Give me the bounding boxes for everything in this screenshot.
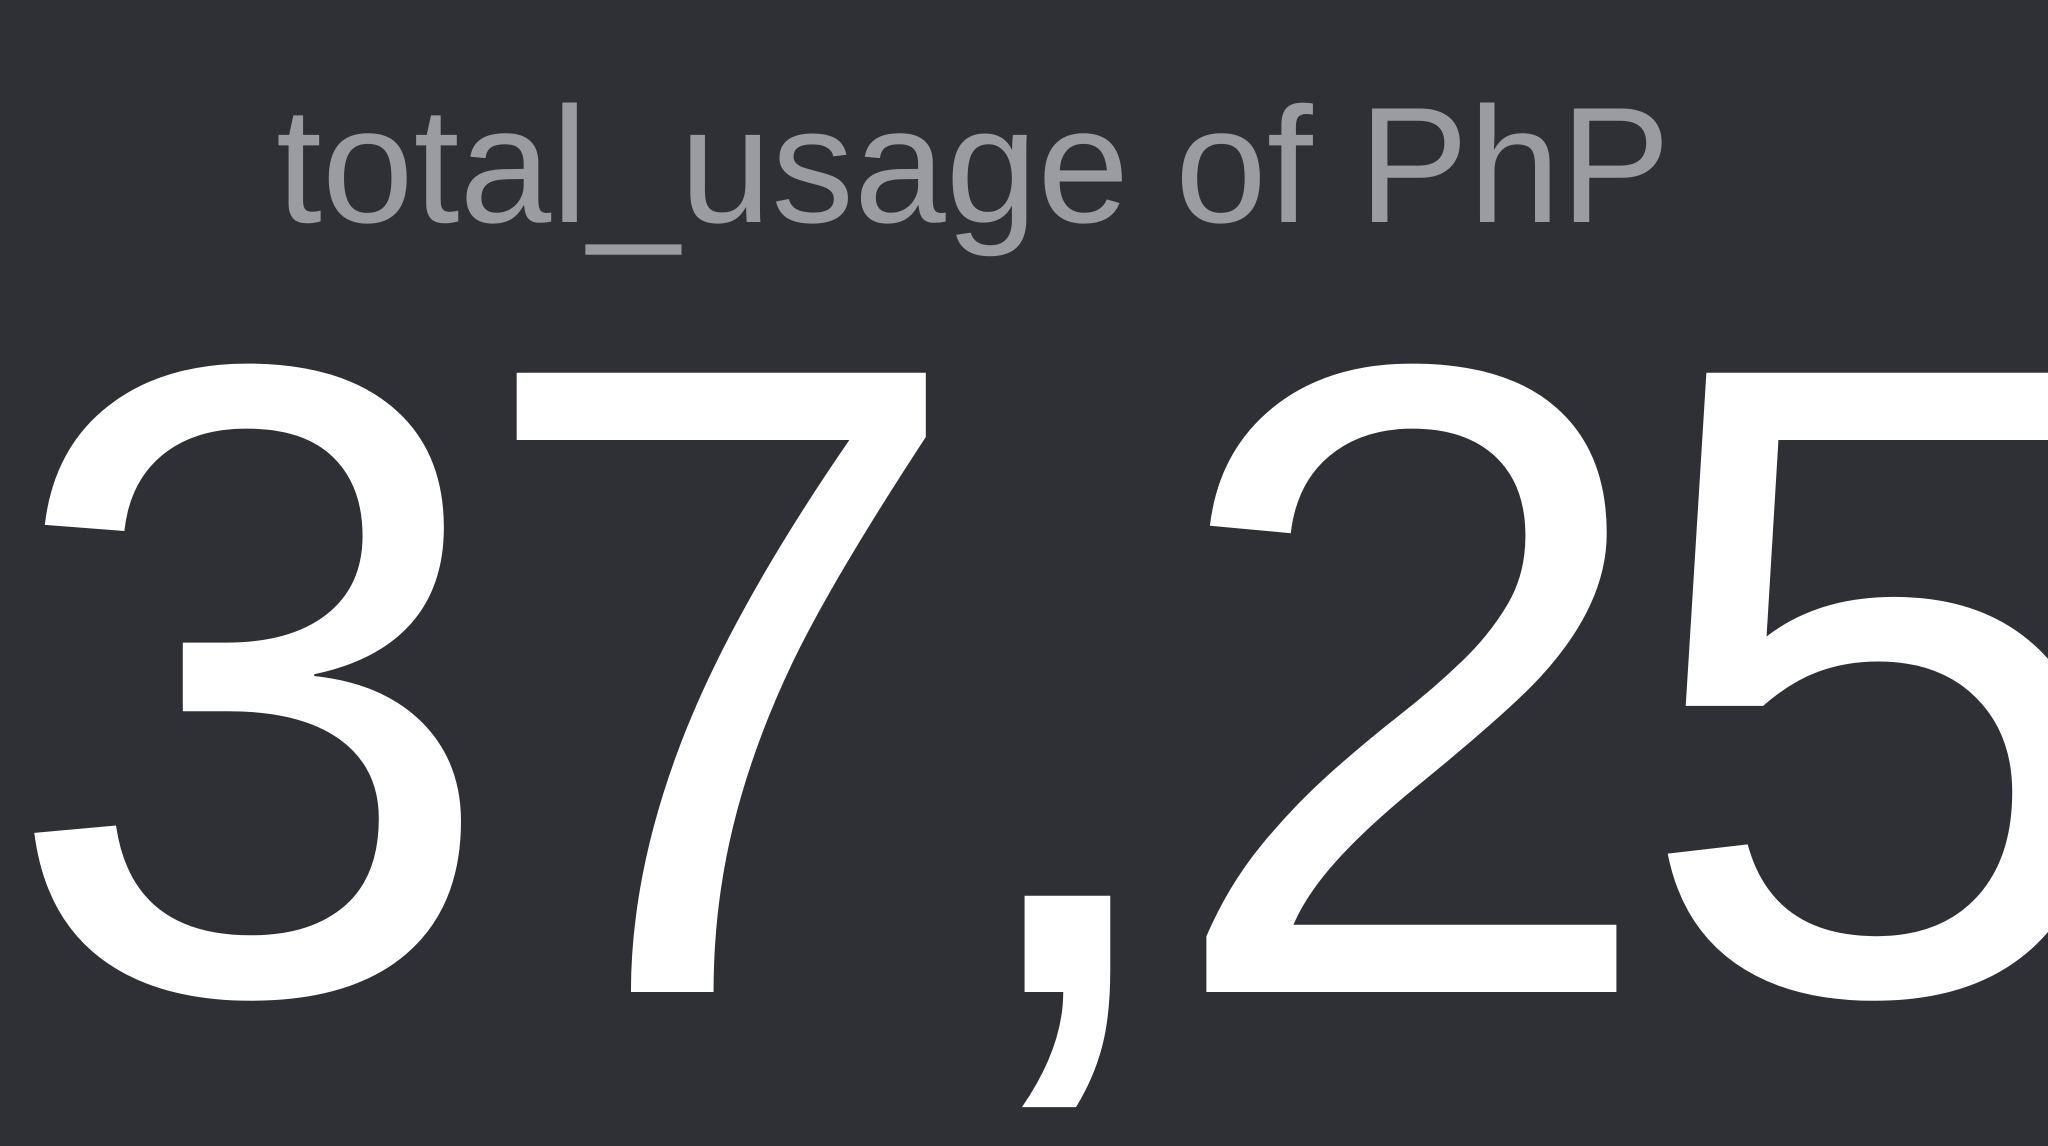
stat-value: 37,25 xyxy=(0,177,2048,1146)
stat-title: total_usage of PhP xyxy=(276,73,1671,257)
